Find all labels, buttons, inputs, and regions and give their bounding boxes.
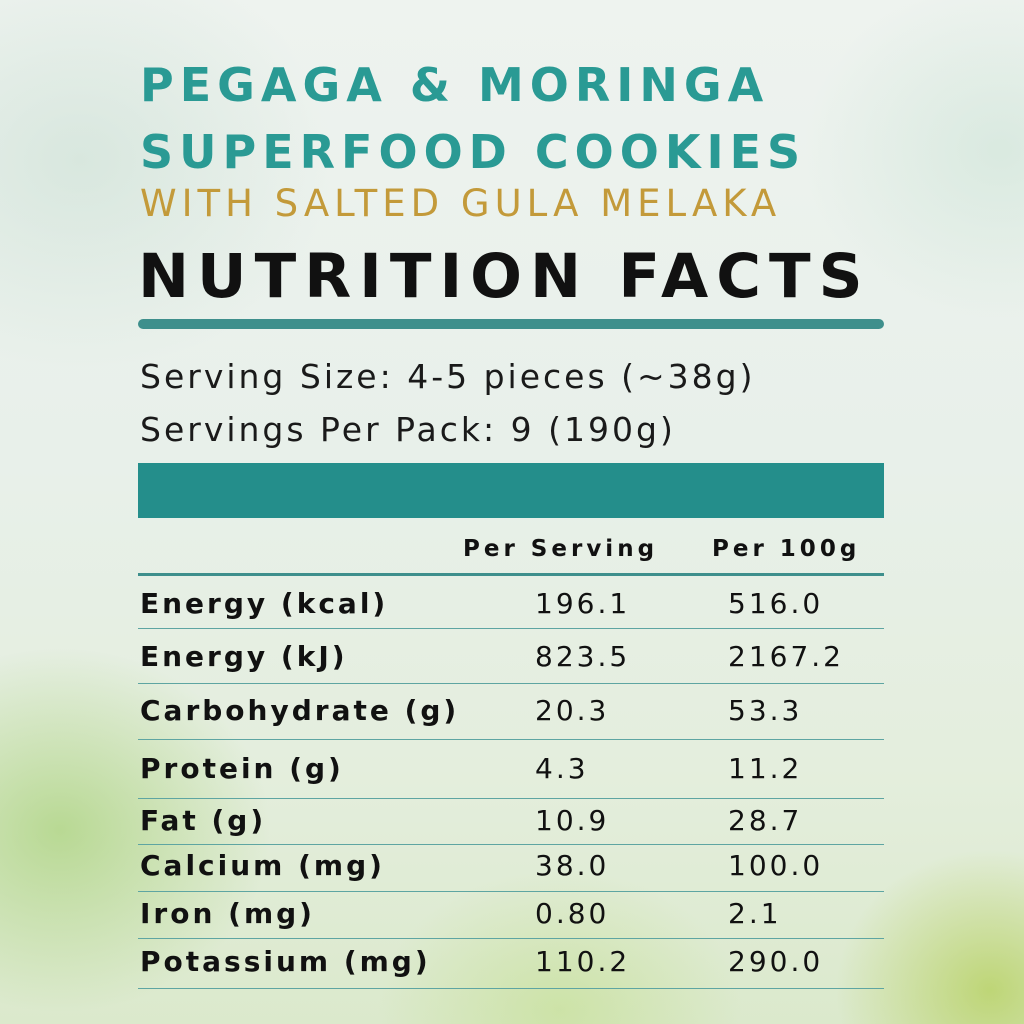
row-divider (138, 844, 884, 845)
table-header-band (138, 463, 884, 518)
value-per-serving: 38.0 (535, 849, 610, 882)
nutrition-facts-heading: NUTRITION FACTS (138, 241, 871, 312)
value-per-serving: 20.3 (535, 694, 610, 727)
row-divider (138, 938, 884, 939)
servings-per-pack: Servings Per Pack: 9 (190g) (140, 410, 676, 449)
value-per-100g: 516.0 (728, 587, 824, 620)
value-per-serving: 0.80 (535, 897, 610, 930)
nutrient-label: Energy (kcal) (140, 587, 389, 620)
value-per-100g: 290.0 (728, 945, 824, 978)
product-subtitle: WITH SALTED GULA MELAKA (140, 182, 782, 225)
product-title-line1: PEGAGA & MORINGA (140, 58, 770, 112)
value-per-serving: 823.5 (535, 640, 631, 673)
nutrient-label: Iron (mg) (140, 897, 315, 930)
product-title-line2: SUPERFOOD COOKIES (140, 124, 807, 179)
column-header-per-100g: Per 100g (712, 536, 861, 562)
column-header-divider (138, 573, 884, 576)
value-per-100g: 11.2 (728, 752, 803, 785)
nutrient-label: Protein (g) (140, 752, 344, 785)
nutrient-label: Carbohydrate (g) (140, 694, 460, 727)
nutrient-label: Calcium (mg) (140, 849, 385, 882)
row-divider (138, 628, 884, 629)
value-per-100g: 2167.2 (728, 640, 844, 673)
value-per-serving: 110.2 (535, 945, 631, 978)
value-per-100g: 53.3 (728, 694, 803, 727)
value-per-serving: 10.9 (535, 804, 610, 837)
row-divider (138, 798, 884, 799)
nutrient-label: Fat (g) (140, 804, 267, 837)
heading-divider (138, 319, 884, 329)
value-per-serving: 4.3 (535, 752, 589, 785)
column-header-per-serving: Per Serving (463, 536, 659, 562)
row-divider (138, 739, 884, 740)
value-per-100g: 2.1 (728, 897, 782, 930)
nutrient-label: Energy (kJ) (140, 640, 348, 673)
value-per-serving: 196.1 (535, 587, 631, 620)
nutrient-label: Potassium (mg) (140, 945, 431, 978)
value-per-100g: 100.0 (728, 849, 824, 882)
row-divider (138, 988, 884, 989)
serving-size: Serving Size: 4-5 pieces (~38g) (140, 357, 756, 396)
value-per-100g: 28.7 (728, 804, 803, 837)
row-divider (138, 683, 884, 684)
product-title: PEGAGA & MORINGA SUPERFOOD COOKIES (140, 52, 806, 185)
row-divider (138, 891, 884, 892)
